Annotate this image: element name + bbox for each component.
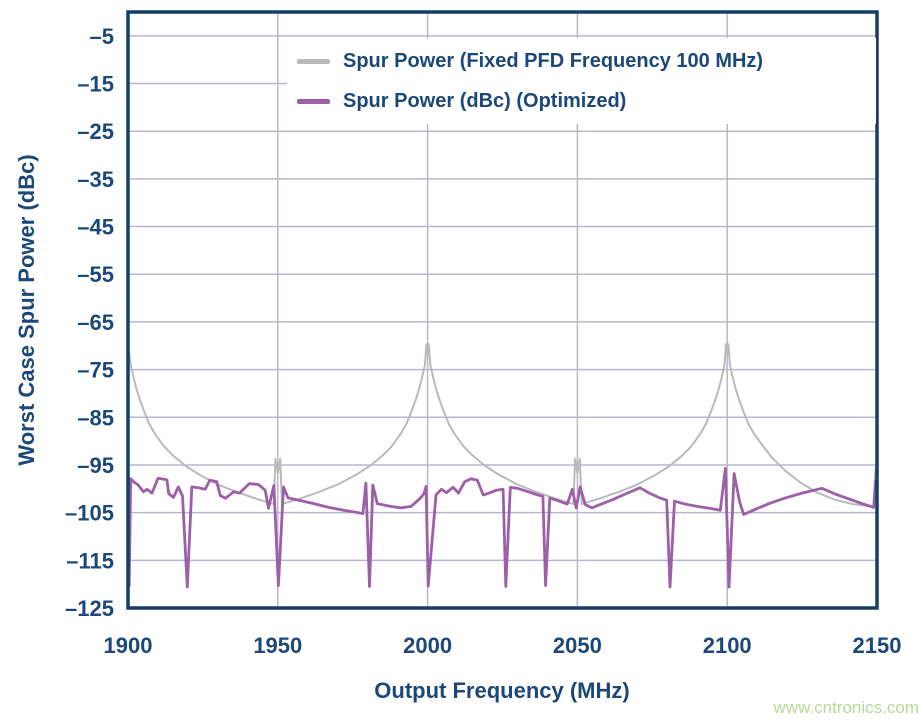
y-tick-label: –25 bbox=[77, 119, 114, 144]
y-tick-label: –105 bbox=[65, 501, 114, 526]
watermark: www.cntronics.com bbox=[773, 698, 919, 717]
plot-border bbox=[126, 10, 879, 610]
y-tick-label: –35 bbox=[77, 167, 114, 192]
y-tick-label: –15 bbox=[77, 72, 114, 97]
legend-label-optimized: Spur Power (dBc) (Optimized) bbox=[343, 89, 627, 112]
legend-label-fixed-pfd: Spur Power (Fixed PFD Frequency 100 MHz) bbox=[343, 49, 764, 72]
x-tick-label: 1900 bbox=[104, 633, 153, 658]
x-tick-label: 1950 bbox=[253, 633, 302, 658]
legend-item-optimized: Spur Power (dBc) (Optimized) bbox=[287, 85, 876, 117]
x-axis-title: Output Frequency (MHz) bbox=[374, 678, 630, 703]
legend-item-fixed-pfd: Spur Power (Fixed PFD Frequency 100 MHz) bbox=[287, 45, 876, 77]
optimized-line-swatch bbox=[297, 98, 330, 104]
y-tick-label: –85 bbox=[77, 405, 114, 430]
series-line-optimized bbox=[126, 466, 879, 589]
y-tick-label: –95 bbox=[77, 453, 114, 478]
y-tick-label: –75 bbox=[77, 358, 114, 383]
y-axis-title: Worst Case Spur Power (dBc) bbox=[14, 154, 39, 466]
legend: Spur Power (Fixed PFD Frequency 100 MHz)… bbox=[287, 38, 876, 124]
y-tick-label: –45 bbox=[77, 215, 114, 240]
y-tick-label: –65 bbox=[77, 310, 114, 335]
y-tick-label: –5 bbox=[90, 24, 114, 49]
x-tick-label: 2100 bbox=[703, 633, 752, 658]
x-tick-label: 2150 bbox=[853, 633, 902, 658]
x-tick-label: 2000 bbox=[403, 633, 452, 658]
fixed-pfd-line-swatch bbox=[297, 58, 330, 64]
y-tick-label: –125 bbox=[65, 596, 114, 621]
series-line-fixed-pfd bbox=[127, 343, 878, 508]
y-tick-label: –55 bbox=[77, 262, 114, 287]
y-tick-label: –115 bbox=[66, 548, 114, 573]
x-tick-label: 2050 bbox=[553, 633, 602, 658]
